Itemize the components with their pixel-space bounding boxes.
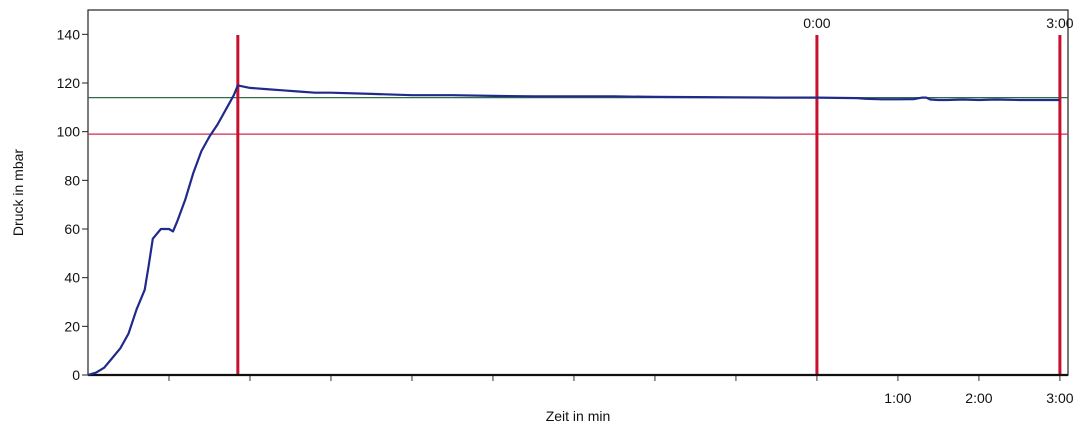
x-axis-label: Zeit in min <box>546 408 611 424</box>
y-tick-label: 140 <box>57 26 81 42</box>
y-tick-label: 100 <box>57 124 81 140</box>
y-tick-label: 20 <box>64 318 80 334</box>
series-line <box>87 84 1060 377</box>
y-tick-label: 0 <box>72 367 80 383</box>
marker-label: 3:00 <box>1046 15 1073 31</box>
marker-label: 0:00 <box>803 15 830 31</box>
y-axis-label: Druck in mbar <box>10 149 26 236</box>
plot-frame <box>87 9 1069 376</box>
y-tick-label: 40 <box>64 270 80 286</box>
y-tick-label: 80 <box>64 172 80 188</box>
x-tick-label: 3:00 <box>1046 390 1073 406</box>
x-tick-label: 1:00 <box>884 390 911 406</box>
y-tick-label: 60 <box>64 221 80 237</box>
y-tick-label: 120 <box>57 75 81 91</box>
x-tick-label: 2:00 <box>965 390 992 406</box>
